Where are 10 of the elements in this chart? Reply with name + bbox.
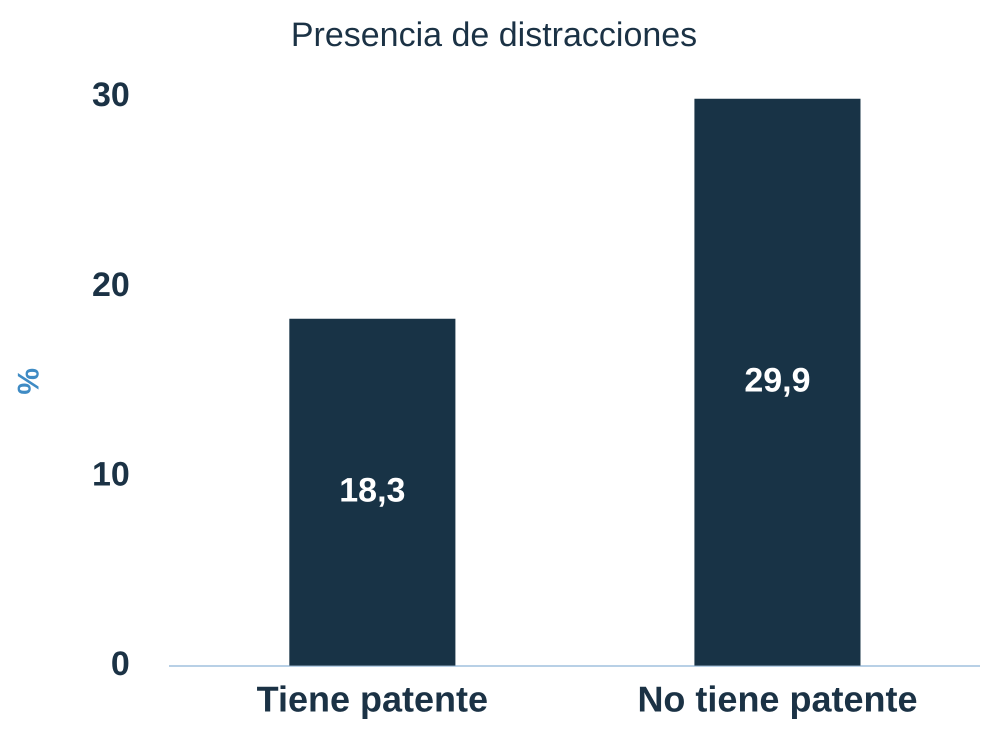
- y-tick-label: 0: [110, 645, 130, 684]
- y-tick-label: 20: [92, 266, 130, 304]
- x-tick-label: Tiene patente: [256, 678, 488, 720]
- y-tick-label: 10: [92, 456, 130, 494]
- y-axis-title: %: [12, 368, 46, 395]
- chart-title: Presencia de distracciones: [290, 16, 698, 54]
- data-label: 29,9: [744, 362, 811, 400]
- y-tick-label: 30: [92, 76, 130, 114]
- x-tick-label: No tiene patente: [637, 678, 918, 720]
- data-label: 18,3: [339, 472, 406, 510]
